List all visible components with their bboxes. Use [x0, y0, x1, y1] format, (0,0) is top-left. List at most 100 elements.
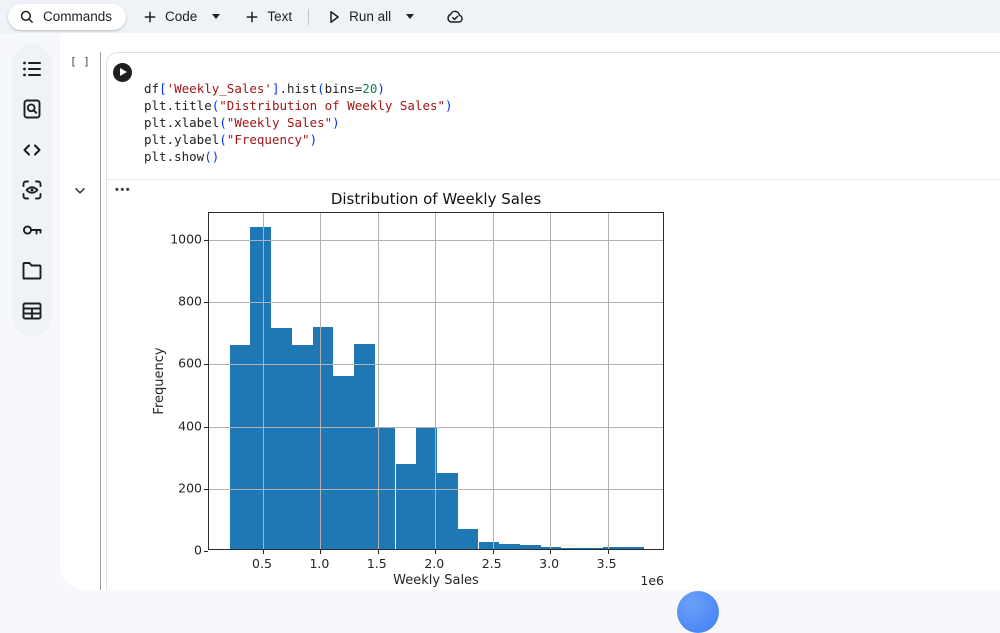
execution-count-label: [ ] — [70, 55, 90, 68]
x-tick-label: 3.0 — [539, 556, 559, 571]
y-tick-mark — [204, 364, 208, 365]
add-code-label: Code — [165, 9, 197, 24]
x-tick-label: 2.5 — [482, 556, 502, 571]
cloud-saved-icon — [445, 7, 465, 27]
scroll-fab-button[interactable] — [677, 591, 719, 633]
x-axis-offset-label: 1e6 — [624, 573, 664, 588]
histogram-bar — [250, 227, 271, 549]
histogram-bar — [458, 529, 479, 549]
run-all-button[interactable]: Run all — [316, 4, 400, 30]
histogram-bar — [271, 328, 292, 549]
x-tick-mark — [378, 550, 379, 554]
gridline — [608, 213, 609, 549]
add-text-button[interactable]: Text — [234, 4, 301, 30]
histogram-bar — [396, 464, 417, 550]
output-options-button[interactable]: ••• — [115, 184, 131, 196]
x-tick-label: 2.0 — [424, 556, 444, 571]
run-all-label: Run all — [349, 9, 391, 24]
commands-button[interactable]: Commands — [8, 4, 126, 30]
histogram-bar — [499, 544, 520, 549]
y-tick-label: 1000 — [160, 232, 202, 247]
add-code-menu-button[interactable] — [206, 4, 226, 30]
y-tick-mark — [204, 427, 208, 428]
x-tick-mark — [435, 550, 436, 554]
y-tick-label: 800 — [160, 294, 202, 309]
histogram-bar — [333, 376, 354, 549]
gridline — [493, 213, 494, 549]
gridline — [550, 213, 551, 549]
collapse-output-button[interactable] — [72, 183, 88, 199]
secrets-key-icon[interactable] — [20, 218, 44, 242]
x-tick-label: 0.5 — [252, 556, 272, 571]
y-tick-label: 0 — [160, 543, 202, 558]
gridline — [209, 364, 663, 365]
toolbar: Commands Code Text Run all — [0, 0, 1000, 33]
histogram-bar — [624, 547, 645, 549]
cell-focus-line — [100, 52, 101, 590]
histogram-bar — [292, 345, 313, 549]
histogram-bar — [354, 344, 375, 549]
y-tick-label: 600 — [160, 356, 202, 371]
code-line: plt.title("Distribution of Weekly Sales"… — [144, 97, 453, 114]
x-tick-mark — [320, 550, 321, 554]
gridline — [209, 240, 663, 241]
gridline — [209, 302, 663, 303]
x-tick-mark — [263, 550, 264, 554]
histogram-bar — [561, 548, 582, 549]
toolbar-divider — [308, 9, 309, 25]
code-cell: df['Weekly_Sales'].hist(bins=20)plt.titl… — [106, 52, 1000, 590]
code-line: plt.ylabel("Frequency") — [144, 131, 453, 148]
gridline — [209, 489, 663, 490]
x-tick-mark — [493, 550, 494, 554]
histogram-bar — [603, 547, 624, 549]
chevron-down-icon — [212, 14, 220, 19]
run-outline-icon — [325, 8, 343, 26]
add-text-label: Text — [267, 9, 292, 24]
chevron-down-icon — [406, 14, 414, 19]
histogram-bar — [313, 327, 334, 549]
plot-area — [208, 212, 664, 550]
plus-icon — [141, 8, 159, 26]
y-tick-mark — [204, 240, 208, 241]
y-tick-label: 400 — [160, 418, 202, 433]
gridline — [263, 213, 264, 549]
code-snippets-icon[interactable] — [20, 138, 44, 162]
commands-label: Commands — [43, 9, 112, 24]
cell-divider — [107, 179, 1000, 180]
search-icon — [18, 8, 36, 26]
x-tick-mark — [608, 550, 609, 554]
code-editor[interactable]: df['Weekly_Sales'].hist(bins=20)plt.titl… — [144, 80, 453, 165]
data-table-icon[interactable] — [20, 299, 44, 323]
gridline — [378, 213, 379, 549]
run-cell-button[interactable] — [113, 63, 132, 82]
y-tick-mark — [204, 302, 208, 303]
histogram-bar — [437, 473, 458, 549]
gridline — [435, 213, 436, 549]
sidebar-rail — [12, 44, 52, 336]
variable-inspector-icon[interactable] — [20, 178, 44, 202]
x-tick-label: 1.5 — [367, 556, 387, 571]
find-and-replace-icon[interactable] — [20, 97, 44, 121]
code-line: plt.xlabel("Weekly Sales") — [144, 114, 453, 131]
gridline — [209, 427, 663, 428]
histogram-bar — [230, 345, 251, 549]
table-of-contents-icon[interactable] — [20, 57, 44, 81]
gridline — [320, 213, 321, 549]
run-all-menu-button[interactable] — [400, 4, 420, 30]
y-tick-mark — [204, 489, 208, 490]
chart-title: Distribution of Weekly Sales — [208, 190, 664, 208]
figure-output: Distribution of Weekly Sales Weekly Sale… — [151, 189, 681, 591]
add-code-button[interactable]: Code — [132, 4, 206, 30]
save-status-button[interactable] — [436, 4, 474, 30]
histogram-bar — [582, 548, 603, 549]
y-tick-label: 200 — [160, 480, 202, 495]
code-line: plt.show() — [144, 148, 453, 165]
x-tick-label: 1.0 — [309, 556, 329, 571]
histogram-bar — [479, 542, 500, 549]
files-folder-icon[interactable] — [20, 259, 44, 283]
code-line: df['Weekly_Sales'].hist(bins=20) — [144, 80, 453, 97]
x-tick-label: 3.5 — [597, 556, 617, 571]
plus-icon — [243, 8, 261, 26]
x-tick-mark — [550, 550, 551, 554]
histogram-bar — [520, 545, 541, 549]
